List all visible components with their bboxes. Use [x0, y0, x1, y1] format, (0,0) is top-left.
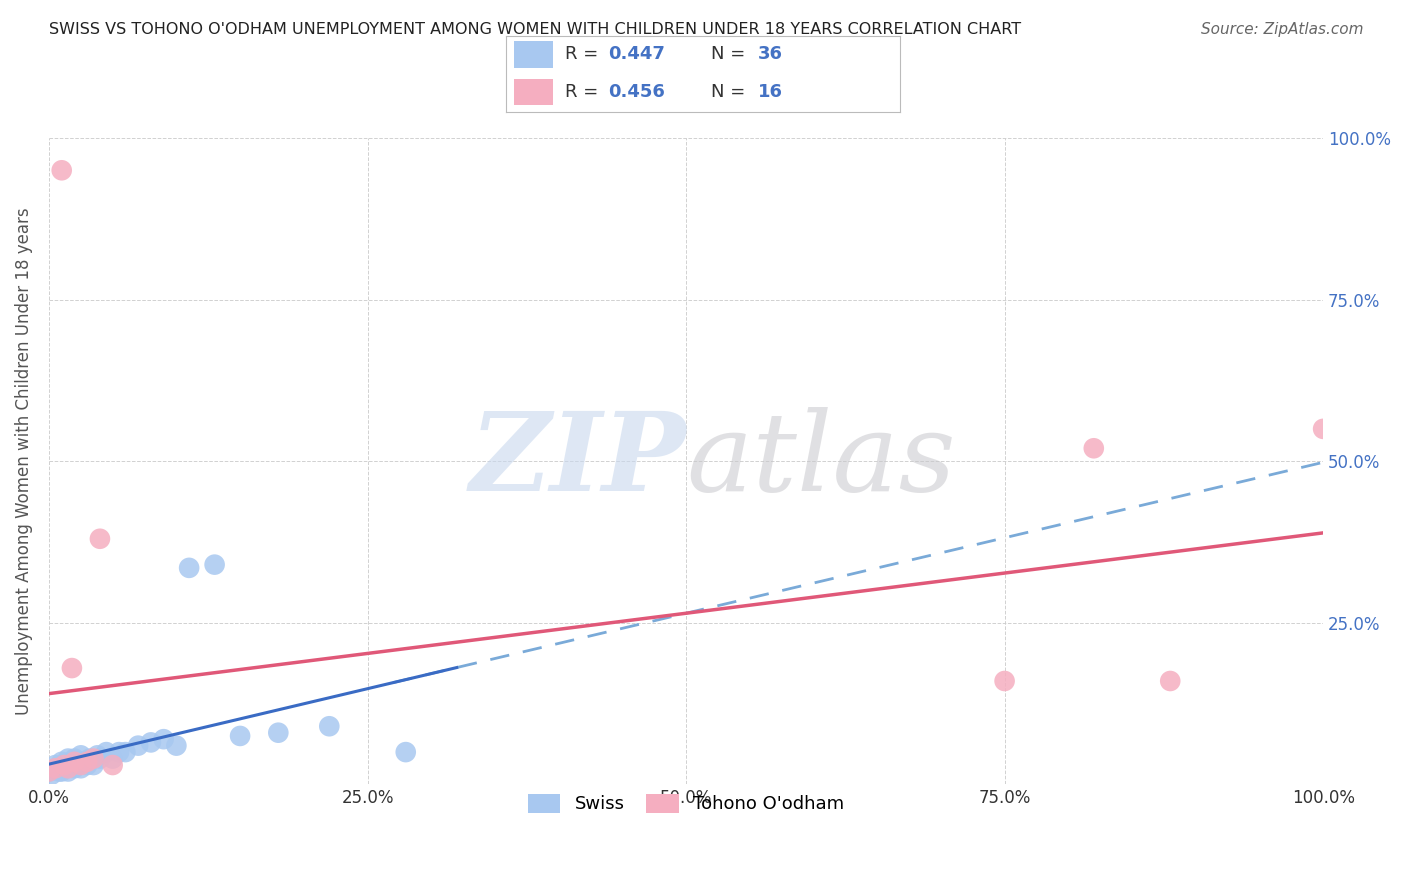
Point	[51, 163, 73, 178]
Point	[179, 561, 201, 575]
Point	[51, 755, 73, 769]
Point	[152, 732, 174, 747]
Point	[1159, 673, 1181, 688]
Text: 16: 16	[758, 83, 783, 101]
Point	[56, 761, 79, 775]
Text: N =: N =	[711, 83, 751, 101]
Point	[139, 735, 162, 749]
Point	[165, 739, 187, 753]
Point	[73, 755, 96, 769]
Point	[89, 751, 111, 765]
Text: R =: R =	[565, 45, 605, 62]
Text: 0.447: 0.447	[609, 45, 665, 62]
Point	[267, 725, 290, 739]
Point	[1083, 442, 1105, 456]
Text: 0.456: 0.456	[609, 83, 665, 101]
Point	[204, 558, 226, 572]
FancyBboxPatch shape	[515, 78, 554, 105]
Point	[318, 719, 340, 733]
Point	[44, 758, 66, 772]
Point	[63, 761, 86, 775]
Point	[108, 745, 131, 759]
Point	[86, 748, 108, 763]
Point	[66, 758, 89, 772]
Point	[79, 751, 101, 765]
Point	[60, 758, 83, 772]
Point	[41, 768, 63, 782]
Point	[395, 745, 418, 759]
Point	[51, 764, 73, 779]
Point	[38, 764, 60, 779]
Point	[76, 758, 98, 772]
Text: N =: N =	[711, 45, 751, 62]
Point	[63, 755, 86, 769]
Point	[69, 748, 91, 763]
Point	[60, 661, 83, 675]
Text: ZIP: ZIP	[470, 408, 686, 515]
Point	[127, 739, 149, 753]
Point	[101, 758, 124, 772]
Point	[1312, 422, 1334, 436]
Point	[114, 745, 136, 759]
Point	[56, 751, 79, 765]
Legend: Swiss, Tohono O'odham: Swiss, Tohono O'odham	[520, 787, 852, 821]
Point	[76, 755, 98, 769]
Point	[48, 764, 70, 779]
Point	[53, 758, 76, 772]
Point	[89, 532, 111, 546]
Point	[38, 764, 60, 779]
Point	[53, 761, 76, 775]
Point	[69, 761, 91, 775]
Point	[83, 751, 105, 765]
Point	[63, 751, 86, 765]
Point	[44, 761, 66, 775]
Y-axis label: Unemployment Among Women with Children Under 18 years: Unemployment Among Women with Children U…	[15, 207, 32, 715]
Point	[229, 729, 252, 743]
Point	[83, 758, 105, 772]
Text: atlas: atlas	[686, 408, 956, 515]
Text: Source: ZipAtlas.com: Source: ZipAtlas.com	[1201, 22, 1364, 37]
Text: SWISS VS TOHONO O'ODHAM UNEMPLOYMENT AMONG WOMEN WITH CHILDREN UNDER 18 YEARS CO: SWISS VS TOHONO O'ODHAM UNEMPLOYMENT AMO…	[49, 22, 1021, 37]
Point	[56, 764, 79, 779]
Text: R =: R =	[565, 83, 605, 101]
Point	[69, 758, 91, 772]
Point	[96, 745, 118, 759]
Point	[44, 761, 66, 775]
Point	[101, 751, 124, 765]
Text: 36: 36	[758, 45, 783, 62]
FancyBboxPatch shape	[515, 41, 554, 68]
Point	[994, 673, 1017, 688]
